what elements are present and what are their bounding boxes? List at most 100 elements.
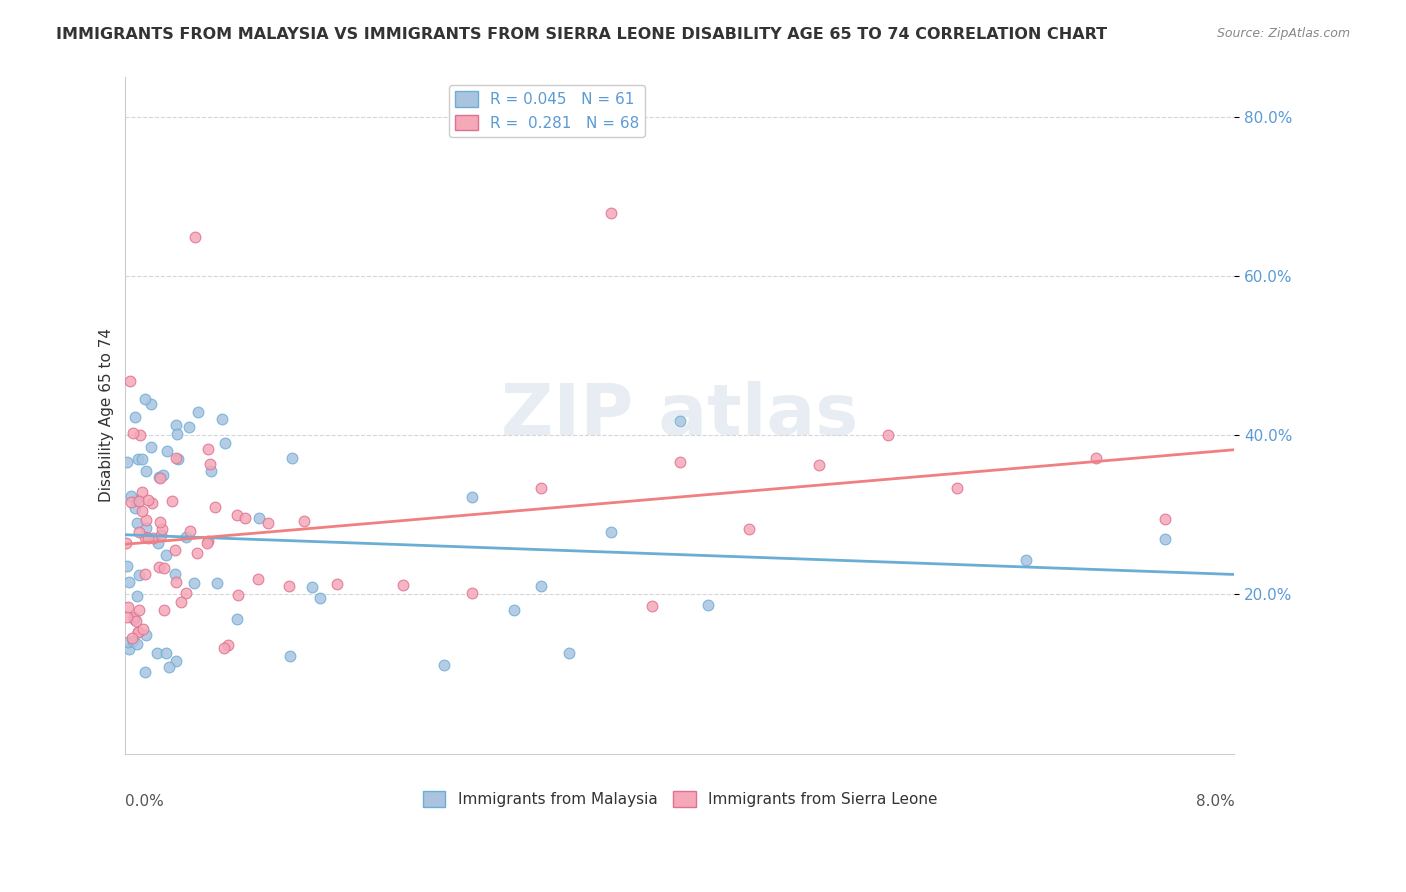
Point	[308, 591, 330, 606]
Point	[502, 603, 524, 617]
Point	[696, 598, 718, 612]
Point	[135, 464, 157, 478]
Point	[149, 515, 172, 529]
Point	[162, 493, 184, 508]
Point	[129, 427, 152, 442]
Point	[124, 500, 146, 515]
Point	[134, 665, 156, 680]
Point	[301, 581, 323, 595]
Point	[127, 452, 149, 467]
Point	[165, 567, 187, 582]
Text: ZIP atlas: ZIP atlas	[502, 381, 859, 450]
Point	[946, 481, 969, 495]
Point	[1084, 450, 1107, 465]
Text: IMMIGRANTS FROM MALAYSIA VS IMMIGRANTS FROM SIERRA LEONE DISABILITY AGE 65 TO 74: IMMIGRANTS FROM MALAYSIA VS IMMIGRANTS F…	[56, 27, 1108, 42]
Point	[225, 508, 247, 522]
Point	[186, 546, 208, 560]
Point	[115, 558, 138, 573]
Point	[127, 624, 149, 639]
Point	[280, 649, 302, 664]
Point	[669, 414, 692, 428]
Point	[155, 646, 177, 660]
Point	[281, 451, 304, 466]
Point	[212, 641, 235, 656]
Point	[122, 612, 145, 626]
Y-axis label: Disability Age 65 to 74: Disability Age 65 to 74	[100, 328, 114, 502]
Point	[136, 531, 159, 545]
Point	[187, 405, 209, 419]
Point	[233, 511, 256, 525]
Point	[131, 504, 153, 518]
Point	[228, 588, 250, 602]
Point	[530, 579, 553, 593]
Point	[125, 637, 148, 651]
Point	[165, 542, 187, 557]
Point	[257, 516, 280, 531]
Point	[134, 392, 156, 407]
Point	[226, 612, 249, 626]
Point	[179, 524, 201, 539]
Point	[165, 417, 187, 432]
Text: 8.0%: 8.0%	[1195, 794, 1234, 809]
Point	[125, 516, 148, 530]
Point	[214, 436, 236, 450]
Point	[461, 490, 484, 504]
Point	[166, 426, 188, 441]
Point	[125, 615, 148, 629]
Point	[135, 628, 157, 642]
Legend: Immigrants from Malaysia, Immigrants from Sierra Leone: Immigrants from Malaysia, Immigrants fro…	[416, 785, 943, 814]
Point	[278, 579, 301, 593]
Point	[217, 638, 239, 652]
Point	[641, 599, 664, 613]
Point	[118, 642, 141, 657]
Point	[138, 493, 160, 508]
Point	[184, 229, 207, 244]
Point	[146, 646, 169, 660]
Point	[174, 529, 197, 543]
Point	[599, 205, 621, 219]
Text: 0.0%: 0.0%	[125, 794, 165, 809]
Point	[117, 599, 139, 614]
Point	[135, 521, 157, 535]
Point	[599, 525, 621, 540]
Point	[125, 589, 148, 603]
Point	[141, 495, 163, 509]
Point	[205, 576, 228, 591]
Point	[131, 485, 153, 500]
Point	[157, 660, 180, 674]
Point	[128, 494, 150, 508]
Point	[807, 458, 830, 472]
Point	[179, 420, 201, 434]
Point	[292, 514, 315, 528]
Point	[132, 622, 155, 636]
Point	[128, 567, 150, 582]
Point	[117, 455, 139, 469]
Point	[121, 631, 143, 645]
Point	[128, 524, 150, 539]
Point	[134, 566, 156, 581]
Point	[183, 576, 205, 591]
Point	[155, 548, 177, 562]
Point	[195, 536, 218, 550]
Point	[122, 426, 145, 441]
Point	[165, 575, 187, 590]
Point	[120, 374, 142, 388]
Point	[152, 561, 174, 575]
Point	[117, 634, 139, 648]
Point	[120, 490, 142, 504]
Point	[211, 412, 233, 426]
Point	[153, 603, 176, 617]
Point	[247, 510, 270, 524]
Point	[134, 530, 156, 544]
Point	[1154, 532, 1177, 546]
Point	[200, 457, 222, 471]
Point	[197, 534, 219, 549]
Point	[669, 454, 692, 468]
Point	[114, 536, 136, 550]
Point	[204, 500, 226, 515]
Point	[146, 535, 169, 549]
Point	[131, 452, 153, 467]
Point	[200, 464, 222, 478]
Point	[197, 442, 219, 456]
Point	[150, 523, 173, 537]
